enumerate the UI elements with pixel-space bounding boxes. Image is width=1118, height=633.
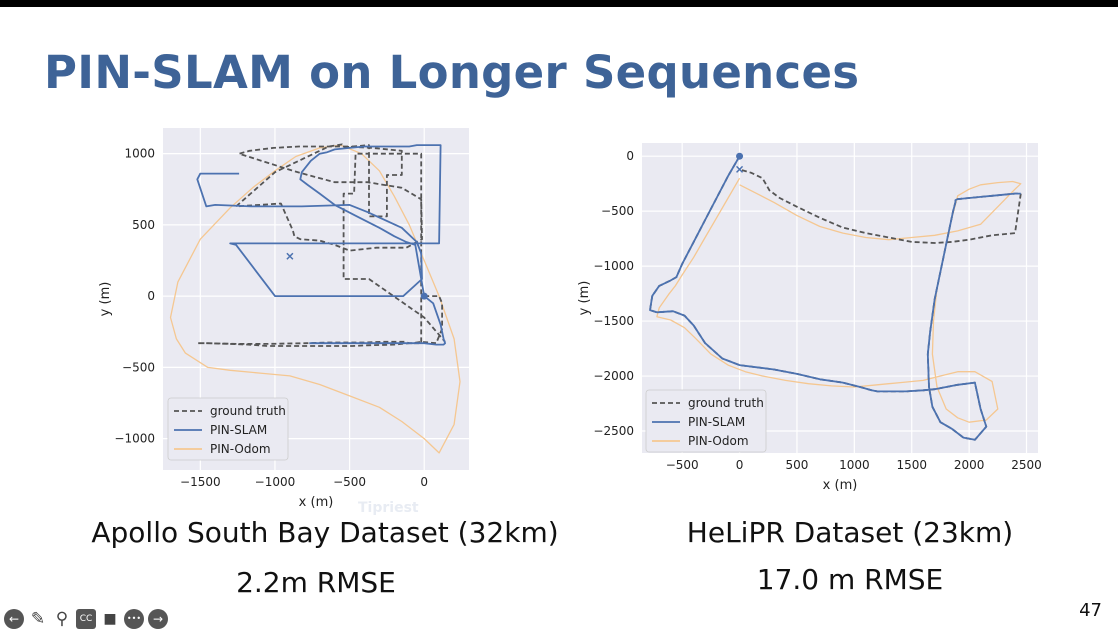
captions-icon[interactable]: CC	[76, 609, 96, 629]
x-tick-label: 1500	[896, 458, 927, 472]
y-tick-label: −2000	[593, 369, 634, 383]
apollo-rmse: 2.2m RMSE	[236, 566, 396, 599]
legend-label: PIN-SLAM	[210, 423, 267, 437]
y-axis-label: y (m)	[577, 281, 592, 316]
end-marker	[286, 252, 294, 260]
y-axis-label: y (m)	[98, 282, 113, 317]
more-icon[interactable]: •••	[124, 609, 144, 629]
legend-label: PIN-SLAM	[688, 415, 745, 429]
series-pin-slam	[196, 144, 447, 346]
x-tick-label: 0	[736, 458, 744, 472]
legend-label: ground truth	[210, 404, 286, 418]
start-marker	[420, 292, 428, 300]
x-tick-label: −500	[666, 458, 699, 472]
start-marker	[736, 152, 744, 160]
y-tick-label: 1000	[124, 147, 155, 161]
y-tick-label: 0	[626, 149, 634, 163]
presentation-controls: ← ✎ ⚲ CC ■ ••• →	[4, 609, 168, 629]
page-number: 47	[1079, 600, 1102, 621]
x-tick-label: −1000	[255, 475, 296, 489]
y-tick-label: −500	[601, 204, 634, 218]
y-tick-label: −1000	[593, 259, 634, 273]
top-border	[0, 0, 1118, 7]
x-tick-label: −1500	[180, 475, 221, 489]
x-tick-label: 500	[786, 458, 809, 472]
watermark: Tipriest	[358, 500, 419, 516]
slide-title: PIN-SLAM on Longer Sequences	[44, 46, 860, 99]
y-tick-label: 500	[132, 218, 155, 232]
legend-label: PIN-Odom	[210, 442, 271, 456]
camera-icon[interactable]: ■	[103, 611, 117, 627]
y-tick-label: −500	[122, 360, 155, 374]
series-pin-slam	[649, 155, 1021, 441]
y-tick-label: −1000	[114, 432, 155, 446]
helipr-rmse: 17.0 m RMSE	[756, 563, 944, 596]
back-icon[interactable]: ←	[4, 609, 24, 629]
legend-box	[167, 397, 289, 461]
legend-box	[645, 389, 767, 453]
apollo-caption: Apollo South Bay Dataset (32km)	[91, 516, 559, 549]
y-tick-label: 0	[147, 289, 155, 303]
y-tick-label: −1500	[593, 314, 634, 328]
legend-label: ground truth	[688, 396, 764, 410]
x-tick-label: 0	[420, 475, 428, 489]
end-marker	[736, 165, 744, 173]
zoom-icon[interactable]: ⚲	[55, 609, 69, 629]
pen-icon[interactable]: ✎	[30, 609, 46, 629]
x-tick-label: 2000	[954, 458, 985, 472]
legend-label: PIN-Odom	[688, 434, 749, 448]
x-tick-label: 2500	[1011, 458, 1042, 472]
x-tick-label: −500	[333, 475, 366, 489]
forward-icon[interactable]: →	[148, 609, 168, 629]
series-pin-odom	[656, 177, 1022, 423]
x-tick-label: 1000	[839, 458, 870, 472]
x-axis-label: x (m)	[823, 478, 858, 493]
y-tick-label: −2500	[593, 424, 634, 438]
x-axis-label: x (m)	[299, 495, 334, 510]
helipr-chart: −500 0 500 1000 1500 2000 2500 0 −500 −1000 −1500 −…	[577, 143, 1042, 493]
helipr-caption: HeLiPR Dataset (23km)	[686, 516, 1014, 549]
